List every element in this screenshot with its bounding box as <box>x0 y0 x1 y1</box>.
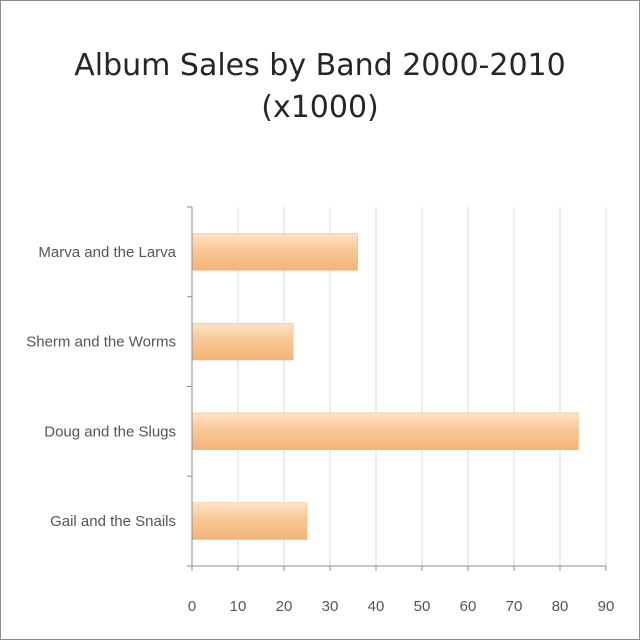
bar-sherm-and-the-worms <box>191 322 294 361</box>
chart-title: Album Sales by Band 2000-2010 (x1000) <box>1 45 639 129</box>
bars <box>191 233 579 540</box>
x-tick-label: 30 <box>322 598 339 615</box>
bar-gail-and-the-snails <box>191 502 308 540</box>
x-tick-label: 60 <box>460 598 477 615</box>
category-label: Marva and the Larva <box>38 244 176 261</box>
x-tick-label: 0 <box>188 598 196 615</box>
bar-doug-and-the-slugs <box>191 412 579 451</box>
x-tick-label: 50 <box>414 598 431 615</box>
gridlines <box>237 207 607 566</box>
chart-title-line-1: Album Sales by Band 2000-2010 <box>74 48 566 83</box>
axes <box>187 206 607 571</box>
category-label: Doug and the Slugs <box>44 423 176 440</box>
chart-title-line-2: (x1000) <box>261 90 379 125</box>
x-tick-label: 40 <box>368 598 385 615</box>
category-label: Gail and the Snails <box>50 513 176 530</box>
x-tick-label: 90 <box>598 598 615 615</box>
bar-marva-and-the-larva <box>191 233 358 271</box>
x-tick-label: 10 <box>230 598 247 615</box>
x-tick-label: 80 <box>552 598 569 615</box>
x-tick-label: 20 <box>276 598 293 615</box>
category-label: Sherm and the Worms <box>26 334 176 351</box>
x-tick-label: 70 <box>506 598 523 615</box>
labels: 0 10 20 30 40 50 60 70 80 90 Marva and the Larva Sh… <box>26 244 614 615</box>
